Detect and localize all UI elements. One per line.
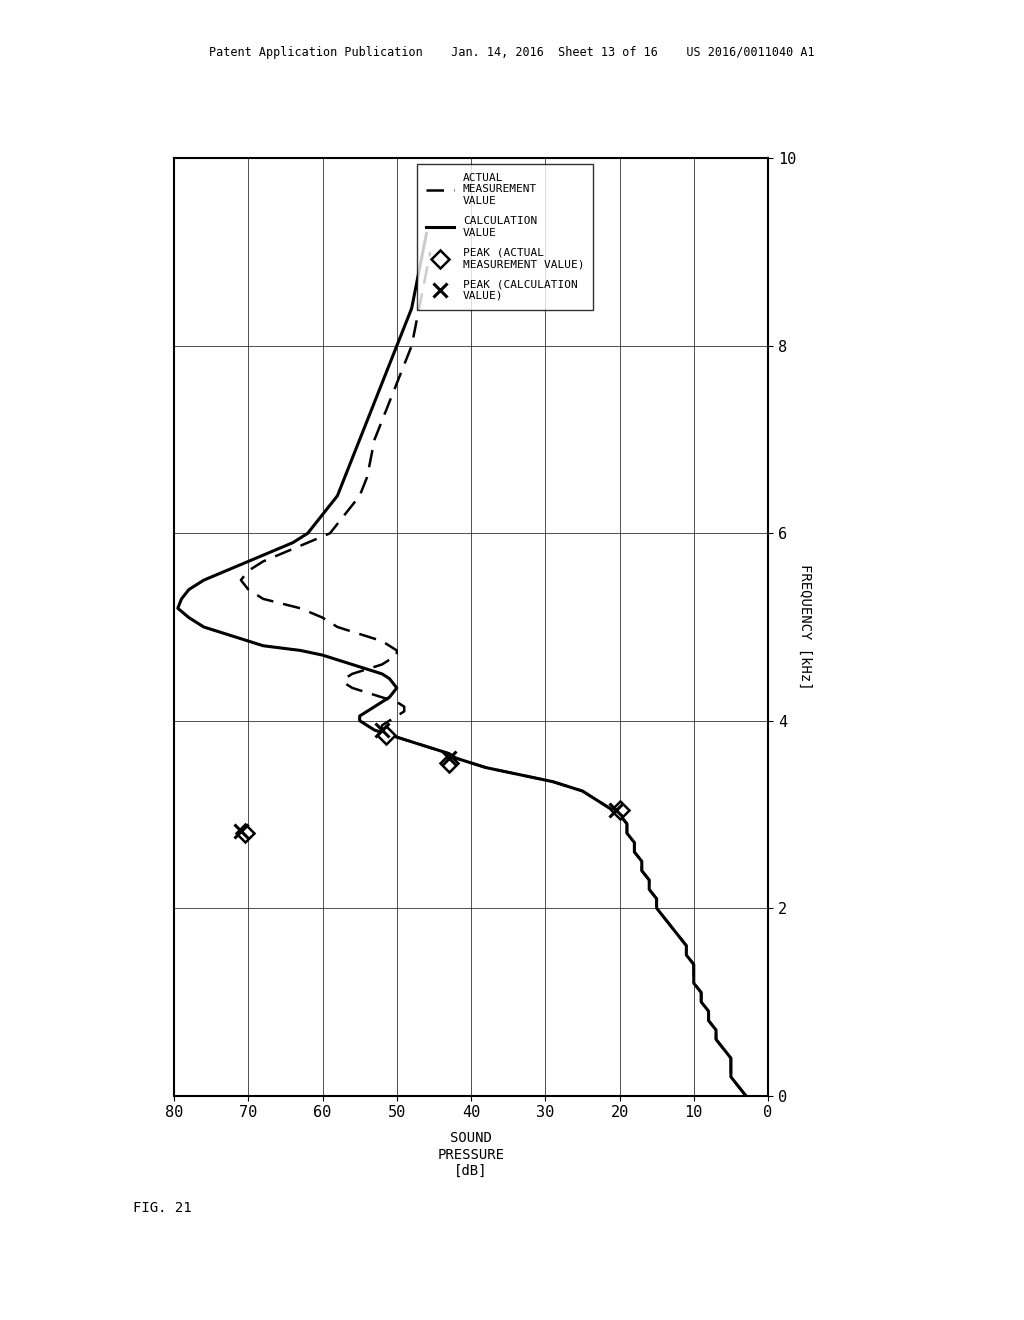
- Text: FIG. 21: FIG. 21: [133, 1201, 191, 1216]
- X-axis label: SOUND
PRESSURE
[dB]: SOUND PRESSURE [dB]: [437, 1131, 505, 1177]
- Y-axis label: FREQUENCY [kHz]: FREQUENCY [kHz]: [799, 564, 813, 690]
- Legend: ACTUAL
MEASUREMENT
VALUE, CALCULATION
VALUE, PEAK (ACTUAL
MEASUREMENT VALUE), PE: ACTUAL MEASUREMENT VALUE, CALCULATION VA…: [417, 164, 593, 310]
- Text: Patent Application Publication    Jan. 14, 2016  Sheet 13 of 16    US 2016/00110: Patent Application Publication Jan. 14, …: [209, 46, 815, 59]
